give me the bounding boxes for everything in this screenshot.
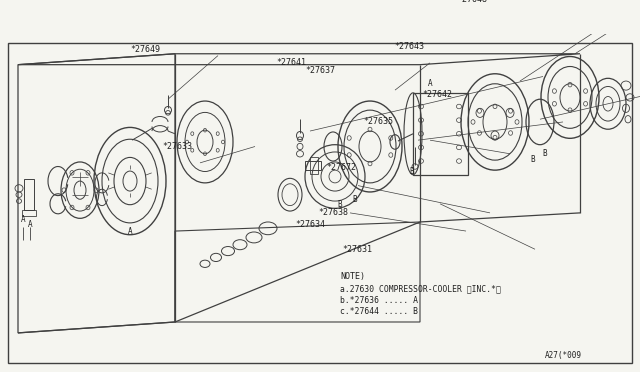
Text: *27642: *27642 (422, 90, 452, 99)
Text: B: B (410, 167, 414, 176)
Text: *27631: *27631 (342, 245, 372, 254)
Text: B: B (338, 200, 342, 209)
Text: *27649: *27649 (130, 45, 160, 54)
Text: A: A (20, 215, 26, 224)
Text: *27633: *27633 (162, 142, 192, 151)
Text: a.27630 COMPRESSOR-COOLER 〈INC.*〉: a.27630 COMPRESSOR-COOLER 〈INC.*〉 (340, 285, 501, 294)
Bar (22, 210, 36, 216)
Text: c.*27644 ..... B: c.*27644 ..... B (340, 307, 418, 315)
Text: A: A (28, 220, 32, 229)
Text: *27638: *27638 (318, 208, 348, 217)
Text: *27634: *27634 (295, 220, 325, 229)
Bar (310, 157, 318, 174)
Text: B: B (543, 149, 547, 158)
Text: *27643: *27643 (394, 42, 424, 51)
Text: *27672: *27672 (326, 163, 356, 172)
Text: *27648: *27648 (457, 0, 487, 4)
Text: A: A (428, 79, 432, 88)
Text: B: B (353, 195, 357, 204)
Bar (24, 179, 34, 210)
Text: A27(*009: A27(*009 (545, 351, 582, 360)
Text: *27641: *27641 (276, 58, 306, 67)
Text: *27635: *27635 (363, 118, 393, 126)
Bar (413, 93, 468, 175)
Text: *27637: *27637 (305, 65, 335, 75)
Text: B: B (531, 155, 535, 164)
Text: NOTE): NOTE) (340, 272, 365, 281)
Text: b.*27636 ..... A: b.*27636 ..... A (340, 296, 418, 305)
Text: A: A (128, 227, 132, 237)
Bar (305, 161, 321, 170)
